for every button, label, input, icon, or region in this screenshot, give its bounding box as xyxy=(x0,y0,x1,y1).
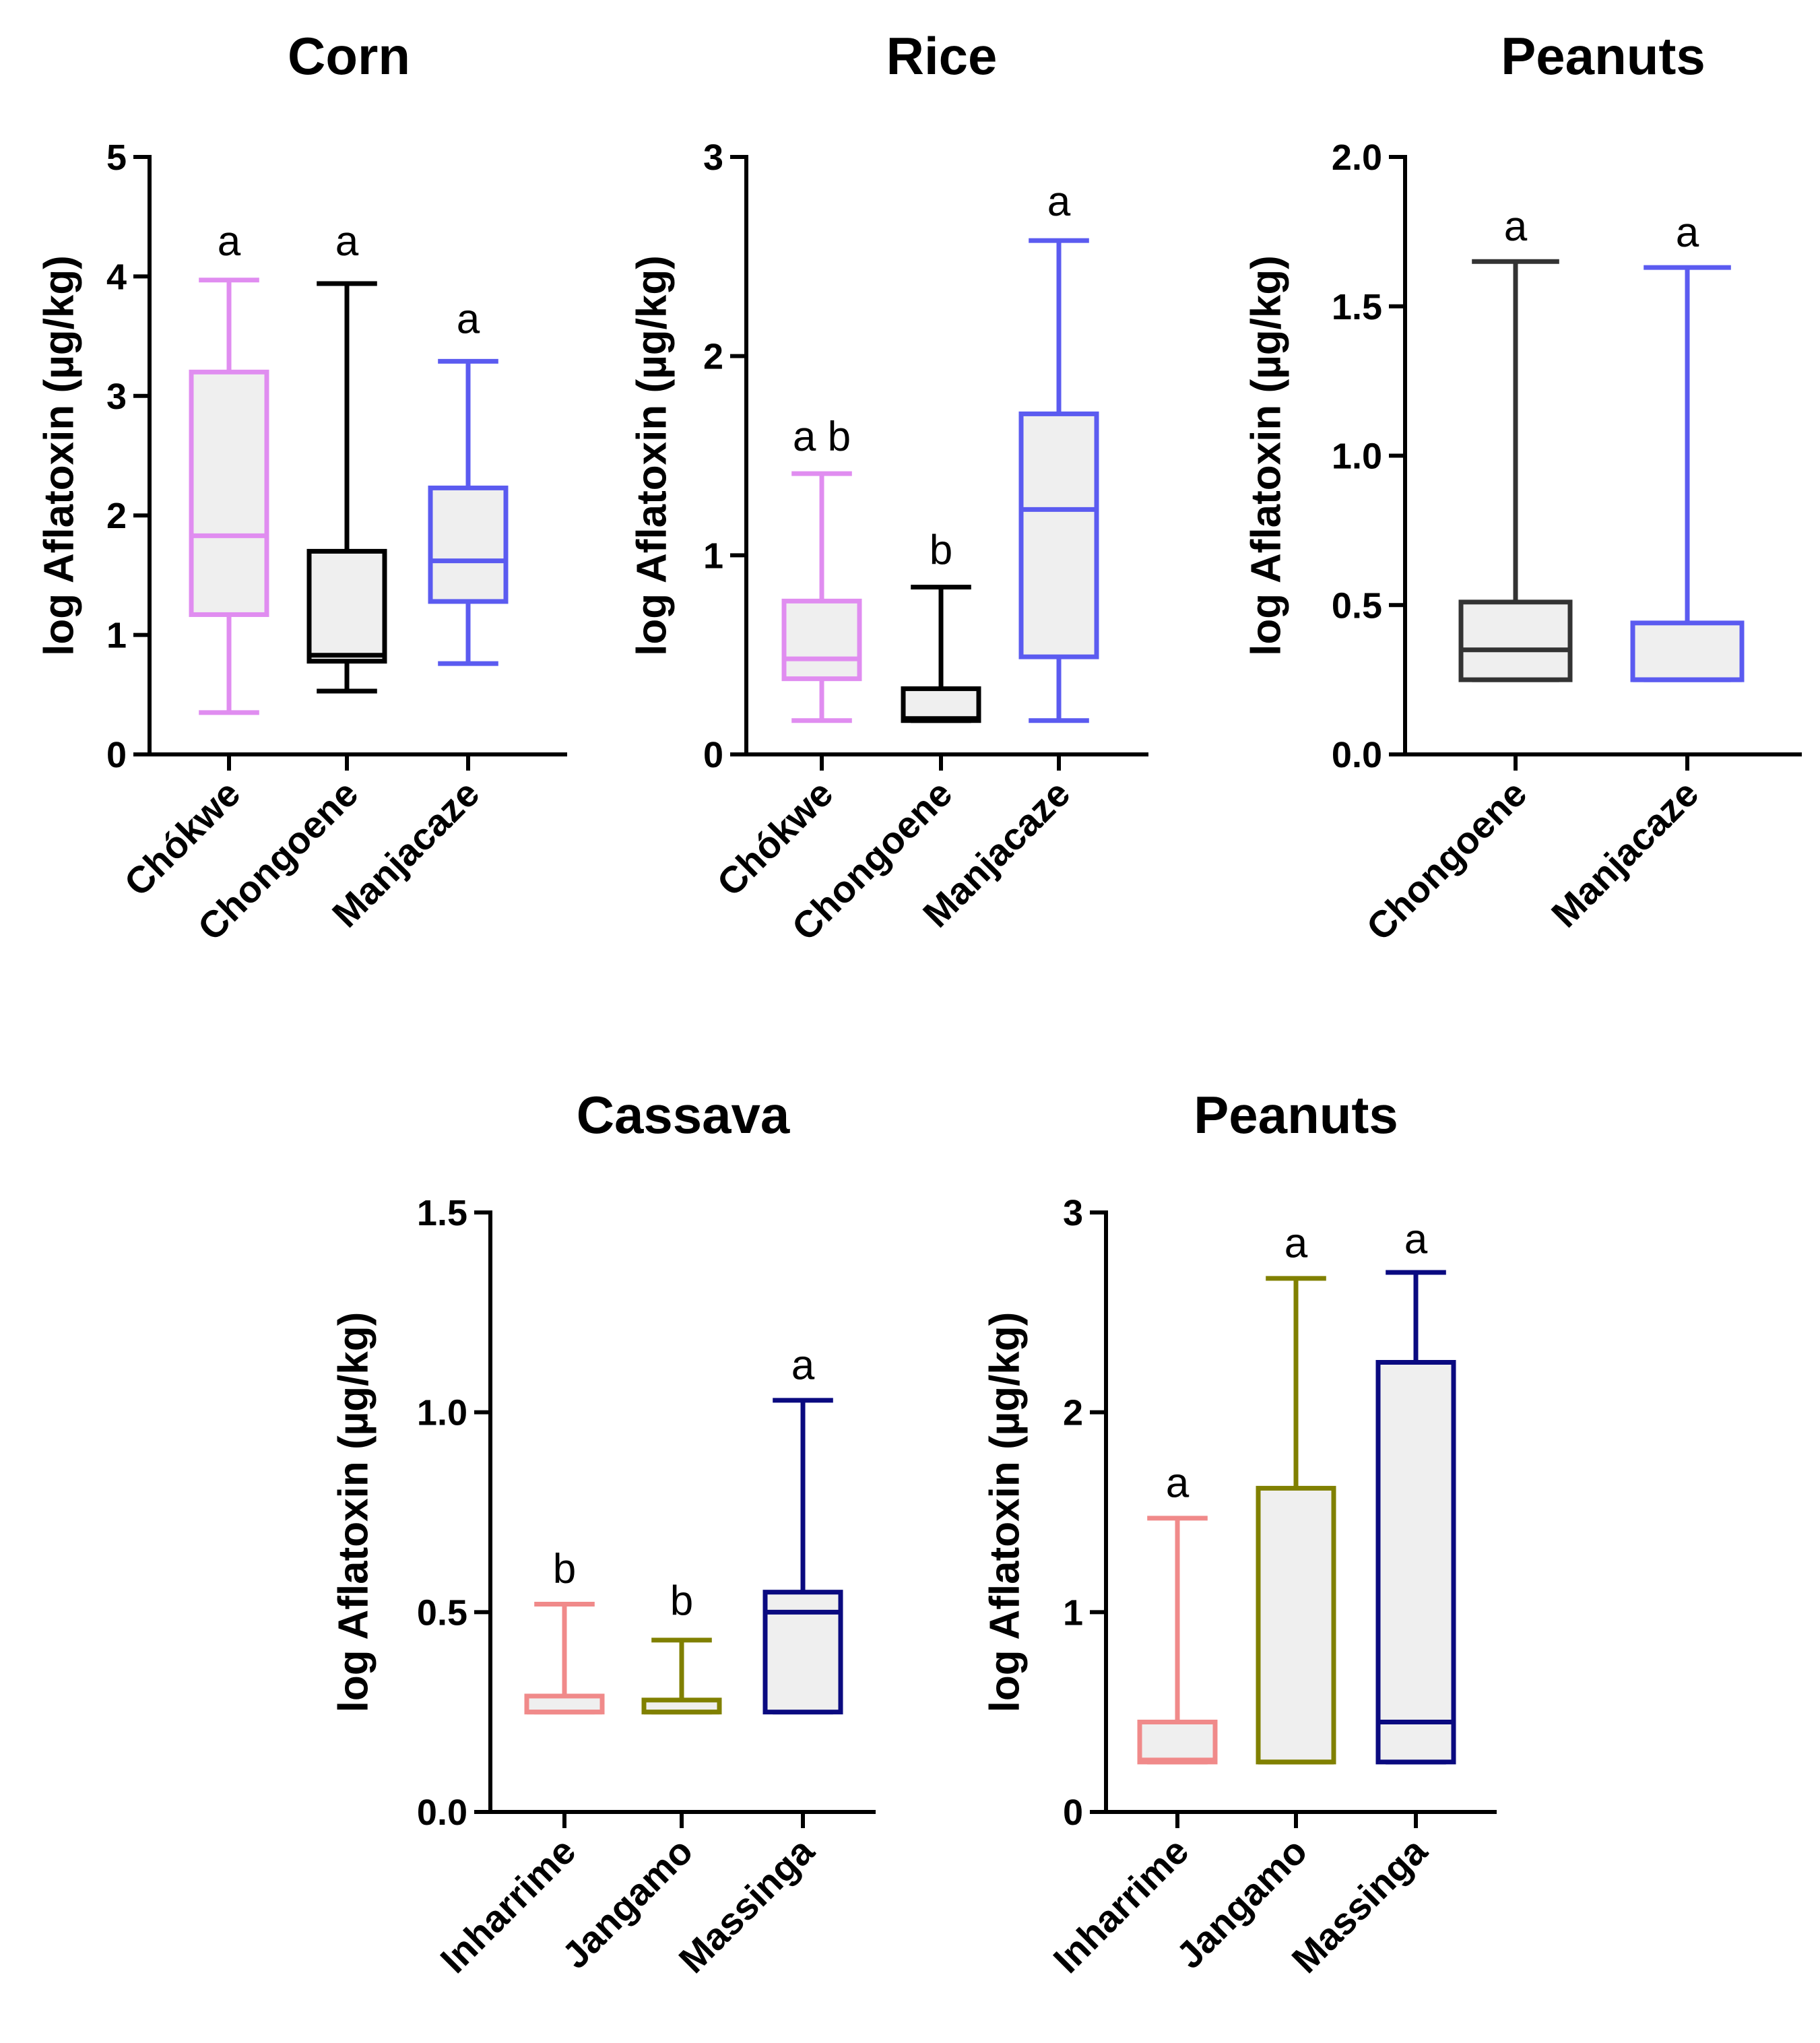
x-tick-label: Massinga xyxy=(670,1829,822,1981)
y-tick-label: 0 xyxy=(703,735,723,775)
chart-title: Peanuts xyxy=(1194,1085,1398,1144)
y-tick-label: 0.5 xyxy=(1332,585,1382,626)
panel-cassava: Cassava log Aflatoxin (µg/kg) 0.0 0.5 1.0 1.5… xyxy=(331,1085,876,1981)
significance-label: a xyxy=(457,296,480,342)
y-tick-label: 1.0 xyxy=(417,1393,467,1433)
y-tick-label: 2 xyxy=(106,496,127,536)
significance-label: b xyxy=(553,1546,576,1592)
y-tick-label: 1.5 xyxy=(1332,287,1382,327)
box xyxy=(1256,1485,1336,1765)
y-tick-label: 2 xyxy=(1063,1393,1083,1433)
significance-label: a xyxy=(791,1342,815,1388)
y-tick-label: 2 xyxy=(703,337,723,377)
significance-label: a xyxy=(1676,209,1699,256)
y-tick-label: 3 xyxy=(106,377,127,417)
chart-title: Corn xyxy=(288,26,410,86)
panel-peanuts-north: Peanuts log Aflatoxin (µg/kg) 0.0 0.5 1.0 1.5… xyxy=(1243,26,1802,948)
y-axis-label: log Aflatoxin (µg/kg) xyxy=(36,255,83,656)
box xyxy=(1375,1360,1456,1765)
box xyxy=(1458,599,1573,682)
significance-label: a xyxy=(1504,203,1528,250)
significance-label: b xyxy=(930,527,952,573)
box xyxy=(1630,620,1745,682)
y-tick-label: 5 xyxy=(106,137,127,178)
significance-label: a xyxy=(335,218,359,265)
y-tick-label: 1.0 xyxy=(1332,436,1382,477)
x-tick-label: Inharrime xyxy=(1045,1829,1196,1981)
y-tick-label: 2.0 xyxy=(1332,137,1382,178)
y-tick-label: 3 xyxy=(1063,1193,1083,1233)
y-axis-label: log Aflatoxin (µg/kg) xyxy=(982,1312,1029,1713)
significance-label: a xyxy=(1404,1217,1428,1263)
chart-title: Rice xyxy=(886,26,998,86)
box xyxy=(1018,411,1099,659)
y-tick-label: 1 xyxy=(106,616,127,656)
box xyxy=(1137,1720,1218,1765)
box xyxy=(901,686,981,723)
y-tick-label: 0.0 xyxy=(417,1792,467,1833)
y-tick-label: 0 xyxy=(106,735,127,775)
significance-label: a xyxy=(1047,179,1071,225)
y-axis-label: log Aflatoxin (µg/kg) xyxy=(629,255,676,656)
x-tick-label: Inharrime xyxy=(432,1829,583,1981)
y-tick-label: 4 xyxy=(106,257,127,297)
significance-label: a b xyxy=(793,414,851,460)
box xyxy=(781,598,862,682)
y-tick-label: 0 xyxy=(1063,1792,1083,1833)
significance-label: a xyxy=(1285,1221,1308,1267)
y-tick-label: 1 xyxy=(1063,1592,1083,1633)
box xyxy=(428,485,509,604)
box xyxy=(524,1693,605,1715)
significance-label: b xyxy=(670,1578,693,1625)
y-tick-label: 0.5 xyxy=(417,1592,467,1633)
chart-title: Cassava xyxy=(577,1085,790,1144)
y-tick-label: 1.5 xyxy=(417,1193,467,1233)
y-tick-label: 1 xyxy=(703,536,723,576)
x-tick-label: Chongoene xyxy=(1358,772,1534,948)
significance-label: a xyxy=(218,218,241,265)
y-axis-label: log Aflatoxin (µg/kg) xyxy=(1243,255,1290,656)
box xyxy=(306,548,387,664)
x-tick-label: Manjacaze xyxy=(1543,772,1707,936)
chart-title: Peanuts xyxy=(1501,26,1705,86)
y-axis-label: log Aflatoxin (µg/kg) xyxy=(331,1312,377,1713)
panel-peanuts-south: Peanuts log Aflatoxin (µg/kg) 0 1 2 3 Inharrim… xyxy=(982,1085,1497,1981)
significance-label: a xyxy=(1166,1460,1190,1507)
y-tick-label: 0.0 xyxy=(1332,735,1382,775)
box xyxy=(189,369,269,617)
y-tick-label: 3 xyxy=(703,137,723,178)
